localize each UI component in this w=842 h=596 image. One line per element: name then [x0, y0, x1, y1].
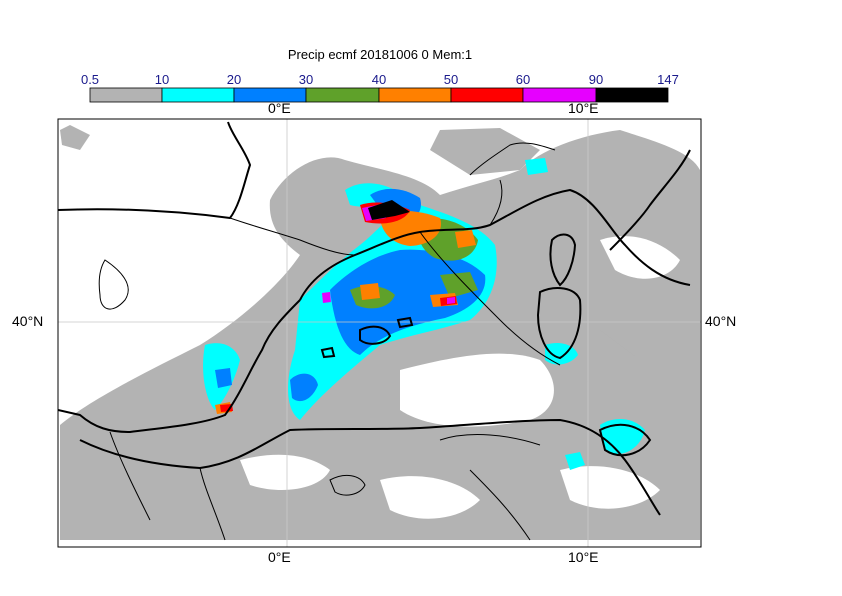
- left-lat-label: 40°N: [12, 313, 44, 329]
- colorbar-swatch: [89, 87, 163, 103]
- colorbar-tick: 40: [371, 72, 387, 87]
- colorbar: [89, 87, 669, 103]
- colorbar-tick: 60: [515, 72, 531, 87]
- colorbar-swatch: [305, 87, 380, 103]
- colorbar-tick: 0.5: [80, 72, 100, 87]
- top-lon-label-0: 0°E: [268, 100, 291, 116]
- top-lon-label-10: 10°E: [568, 100, 599, 116]
- colorbar-swatch: [450, 87, 524, 103]
- colorbar-tick: 10: [154, 72, 170, 87]
- colorbar-swatch: [522, 87, 597, 103]
- colorbar-tick: 20: [226, 72, 242, 87]
- precip-gap: [240, 236, 680, 519]
- bottom-lon-label-10: 10°E: [568, 549, 599, 565]
- grid-lines: [58, 119, 701, 547]
- colorbar-tick: 30: [298, 72, 314, 87]
- colorbar-tick: 90: [588, 72, 604, 87]
- colorbar-swatch: [233, 87, 307, 103]
- precip-black: [368, 200, 410, 220]
- bottom-lon-label-0: 0°E: [268, 549, 291, 565]
- colorbar-swatch: [595, 87, 669, 103]
- borders: [98, 142, 561, 541]
- colorbar-tick: 147: [657, 72, 679, 87]
- colorbar-tick: 50: [443, 72, 459, 87]
- map-frame: [57, 118, 702, 548]
- colorbar-swatch: [161, 87, 235, 103]
- colorbar-swatch: [378, 87, 452, 103]
- right-lat-label: 40°N: [705, 313, 737, 329]
- islands: [320, 233, 652, 457]
- map-title: Precip ecmf 20181006 0 Mem:1: [287, 47, 473, 62]
